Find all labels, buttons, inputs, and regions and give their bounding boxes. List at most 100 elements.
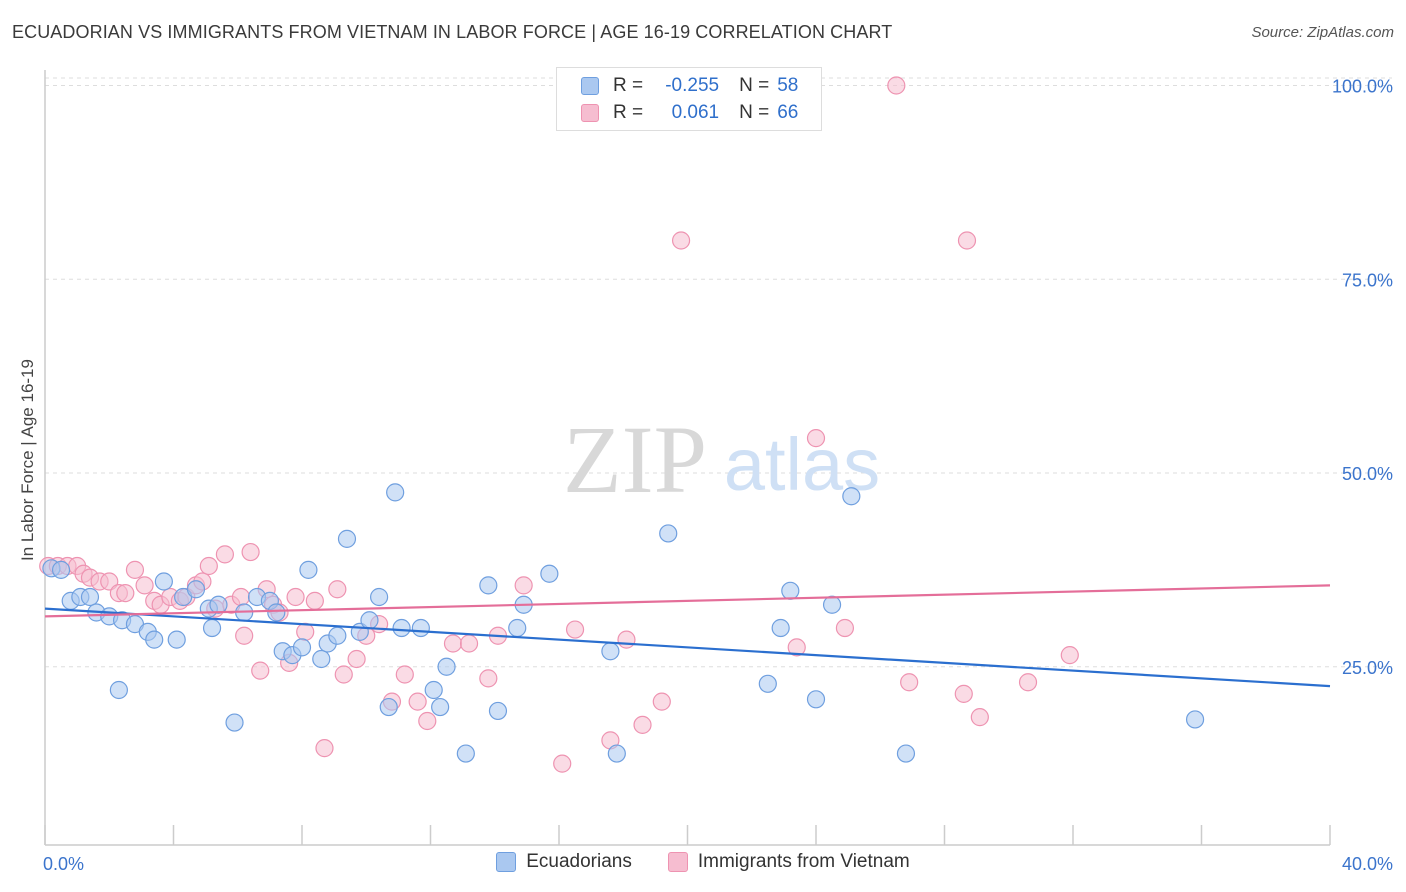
series-ecuadorians-points [42,483,1205,763]
ecuadorian-point [431,697,450,717]
ecuadorian-point [292,638,312,657]
ecuadorian-point [167,630,186,649]
vietnam-point [347,649,366,669]
x-tick-label: 40.0% [1342,854,1393,874]
ecuadorian-point [411,618,430,638]
vietnam-point [235,626,254,645]
ecuadorian-point [437,657,456,676]
ecuadorian-point [771,618,790,638]
vietnam-point [100,572,119,591]
legend-label: Immigrants from Vietnam [697,851,910,872]
ecuadorian-point [659,524,678,543]
vietnam-point [305,591,324,610]
stats-row-vietnam: R = 0.061 N = 66 [581,100,798,126]
ecuadorian-point [202,618,222,638]
vietnam-point [125,560,145,579]
ecuadorian-point [154,572,173,591]
ecuadorian-point [540,564,559,583]
stats-r-value: 0.061 [671,102,720,123]
trend-line-vietnam [44,584,1331,618]
stats-r-value: -0.255 [665,75,720,96]
ecuadorian-point [488,701,508,721]
correlation-stats-box: R = -0.255 N = 58 R = 0.061 N = 66 [556,67,822,131]
vietnam-point [835,618,855,638]
y-tick-label: 50.0% [1342,464,1393,484]
gridlines [45,77,1392,668]
vietnam-point [199,556,218,576]
vietnam-point [296,622,315,641]
trend-line-ecuadorians [44,607,1331,688]
stats-n-label: N = [739,75,770,96]
ecuadorian-point [607,744,626,763]
ecuadorian-point [299,560,318,579]
vietnam-point [954,684,973,703]
vietnam-point [459,634,479,653]
series-vietnam-points [39,76,1079,773]
ecuadorian-point [479,576,498,595]
vietnam-point [315,739,334,758]
vietnam-point [334,665,353,684]
legend-item-vietnam[interactable]: Immigrants from Vietnam [667,851,910,873]
ecuadorian-point [758,674,777,693]
ecuadorian-point [781,581,800,600]
vietnam-point [806,429,826,448]
vietnam-point [671,231,691,250]
legend-swatch-blue [496,852,517,872]
vietnam-point [328,580,347,599]
vietnam-point [553,754,572,773]
ecuadorian-point [456,744,475,763]
axes [44,70,1331,846]
ecuadorian-point [267,603,286,622]
ecuadorian-point [508,618,527,638]
ecuadorian-point [601,642,620,661]
stats-swatch-blue [581,77,599,95]
ecuadorian-point [145,630,164,649]
y-tick-label: 25.0% [1342,658,1393,678]
legend-label: Ecuadorians [526,851,632,872]
vietnam-point [565,620,585,639]
vietnam-point [617,630,636,649]
vietnam-point [957,231,977,250]
stats-n-label: N = [739,102,770,123]
ecuadorian-point [424,680,443,700]
stats-row-ecuadorians: R = -0.255 N = 58 [581,73,798,99]
ecuadorian-point [312,649,331,669]
vietnam-point [1018,673,1038,692]
vietnam-point [787,638,806,657]
vietnam-point [251,661,270,680]
vietnam-point [970,708,989,727]
ecuadorian-point [186,580,206,599]
ecuadorian-point [806,690,826,709]
ecuadorian-point [379,697,398,717]
legend-swatch-pink [667,852,688,872]
ecuadorian-point [51,560,71,579]
vietnam-point [116,584,135,603]
ecuadorian-point [328,626,347,645]
ecuadorian-point [209,595,228,614]
x-tick-label: 0.0% [43,854,84,874]
chart-title: ECUADORIAN VS IMMIGRANTS FROM VIETNAM IN… [12,22,893,42]
ecuadorian-point [392,618,411,638]
y-tick-label: 100.0% [1332,77,1393,97]
ecuadorian-point [80,587,100,607]
ecuadorian-point [370,587,389,607]
vietnam-point [286,587,305,607]
legend-item-ecuadorians[interactable]: Ecuadorians [496,851,632,873]
vietnam-point [135,576,154,595]
legend: Ecuadorians Immigrants from Vietnam [0,851,1406,873]
ecuadorian-point [109,680,128,700]
vietnam-point [514,576,533,595]
vietnam-point [395,665,414,684]
vietnam-point [900,673,919,692]
watermark-zip: ZIP [563,406,707,513]
stats-n-value: 58 [777,75,799,96]
stats-n-value: 66 [777,102,799,123]
ecuadorian-point [225,713,244,732]
source-label: Source: ZipAtlas.com [1251,24,1394,41]
vietnam-point [215,545,234,564]
vietnam-point [418,711,437,731]
ecuadorian-point [896,744,916,763]
vietnam-point [1060,646,1079,665]
vietnam-point [408,692,427,711]
